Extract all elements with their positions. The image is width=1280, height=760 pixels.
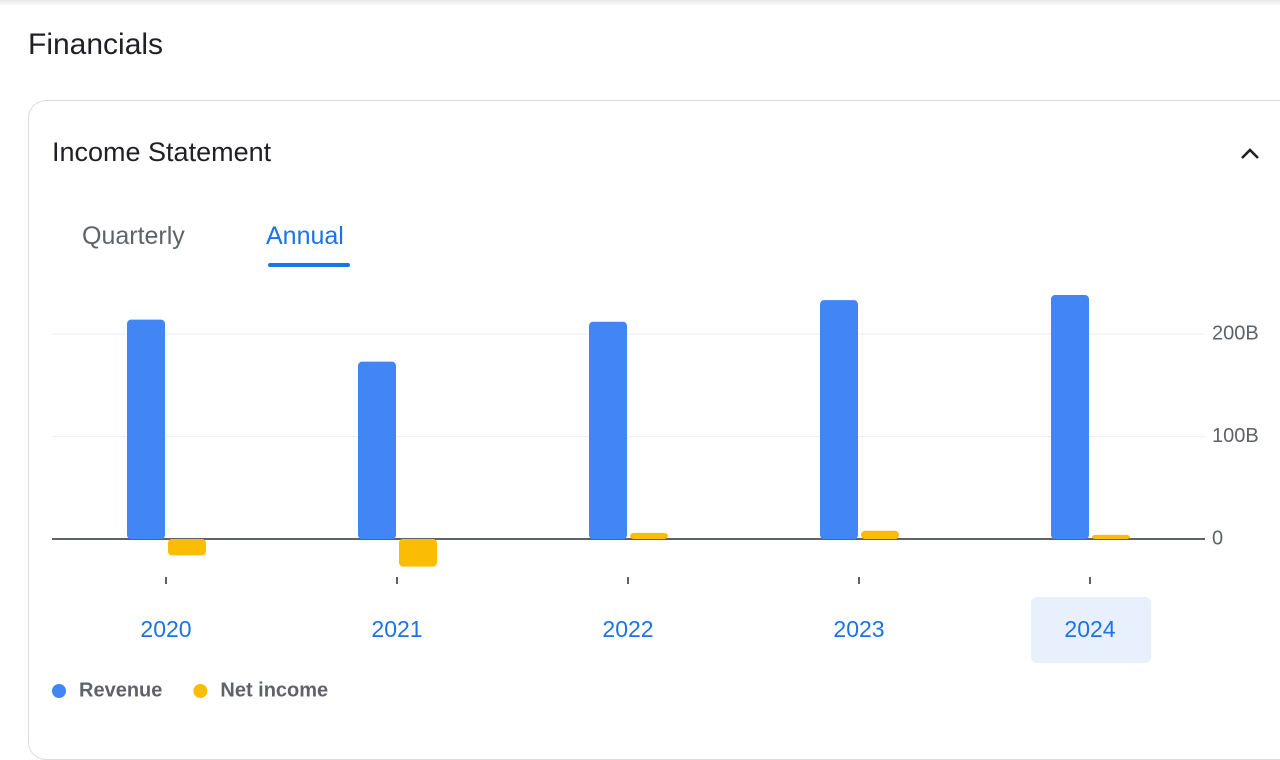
chart: 0 100B 200B 2020 2021 2022 2023 2024 Revenue Net … bbox=[52, 295, 1259, 701]
legend-label: Net income bbox=[220, 679, 328, 701]
tab[interactable]: Quarterly bbox=[82, 222, 185, 250]
bar bbox=[861, 530, 899, 539]
selected-highlight bbox=[1031, 597, 1151, 663]
bar bbox=[399, 539, 437, 567]
legend-swatch bbox=[193, 684, 208, 698]
bar bbox=[589, 321, 627, 539]
legend-swatch bbox=[52, 684, 66, 698]
legend-label: Revenue bbox=[79, 679, 162, 701]
bar bbox=[820, 300, 858, 539]
x-tick-label[interactable]: 2020 bbox=[140, 616, 191, 642]
y-tick-label: 100B bbox=[1212, 425, 1259, 447]
section-title: Income Statement bbox=[52, 137, 272, 167]
bar bbox=[127, 319, 165, 539]
bar bbox=[358, 361, 396, 539]
tab[interactable]: Annual bbox=[266, 222, 344, 250]
bar bbox=[1092, 534, 1130, 539]
x-tick-label[interactable]: 2022 bbox=[602, 616, 653, 642]
x-tick-label[interactable]: 2021 bbox=[371, 616, 422, 642]
bar bbox=[1051, 295, 1089, 539]
x-tick-label[interactable]: 2023 bbox=[833, 616, 884, 642]
page-title: Financials bbox=[28, 28, 164, 61]
y-tick-label: 200B bbox=[1212, 322, 1259, 344]
y-tick-label: 0 bbox=[1212, 527, 1223, 549]
x-tick-label[interactable]: 2024 bbox=[1064, 616, 1115, 642]
tab-underline bbox=[268, 263, 350, 267]
collapse-button[interactable] bbox=[1238, 142, 1262, 166]
bar bbox=[168, 539, 206, 556]
top-shadow bbox=[0, 0, 1280, 6]
bar bbox=[630, 532, 668, 539]
